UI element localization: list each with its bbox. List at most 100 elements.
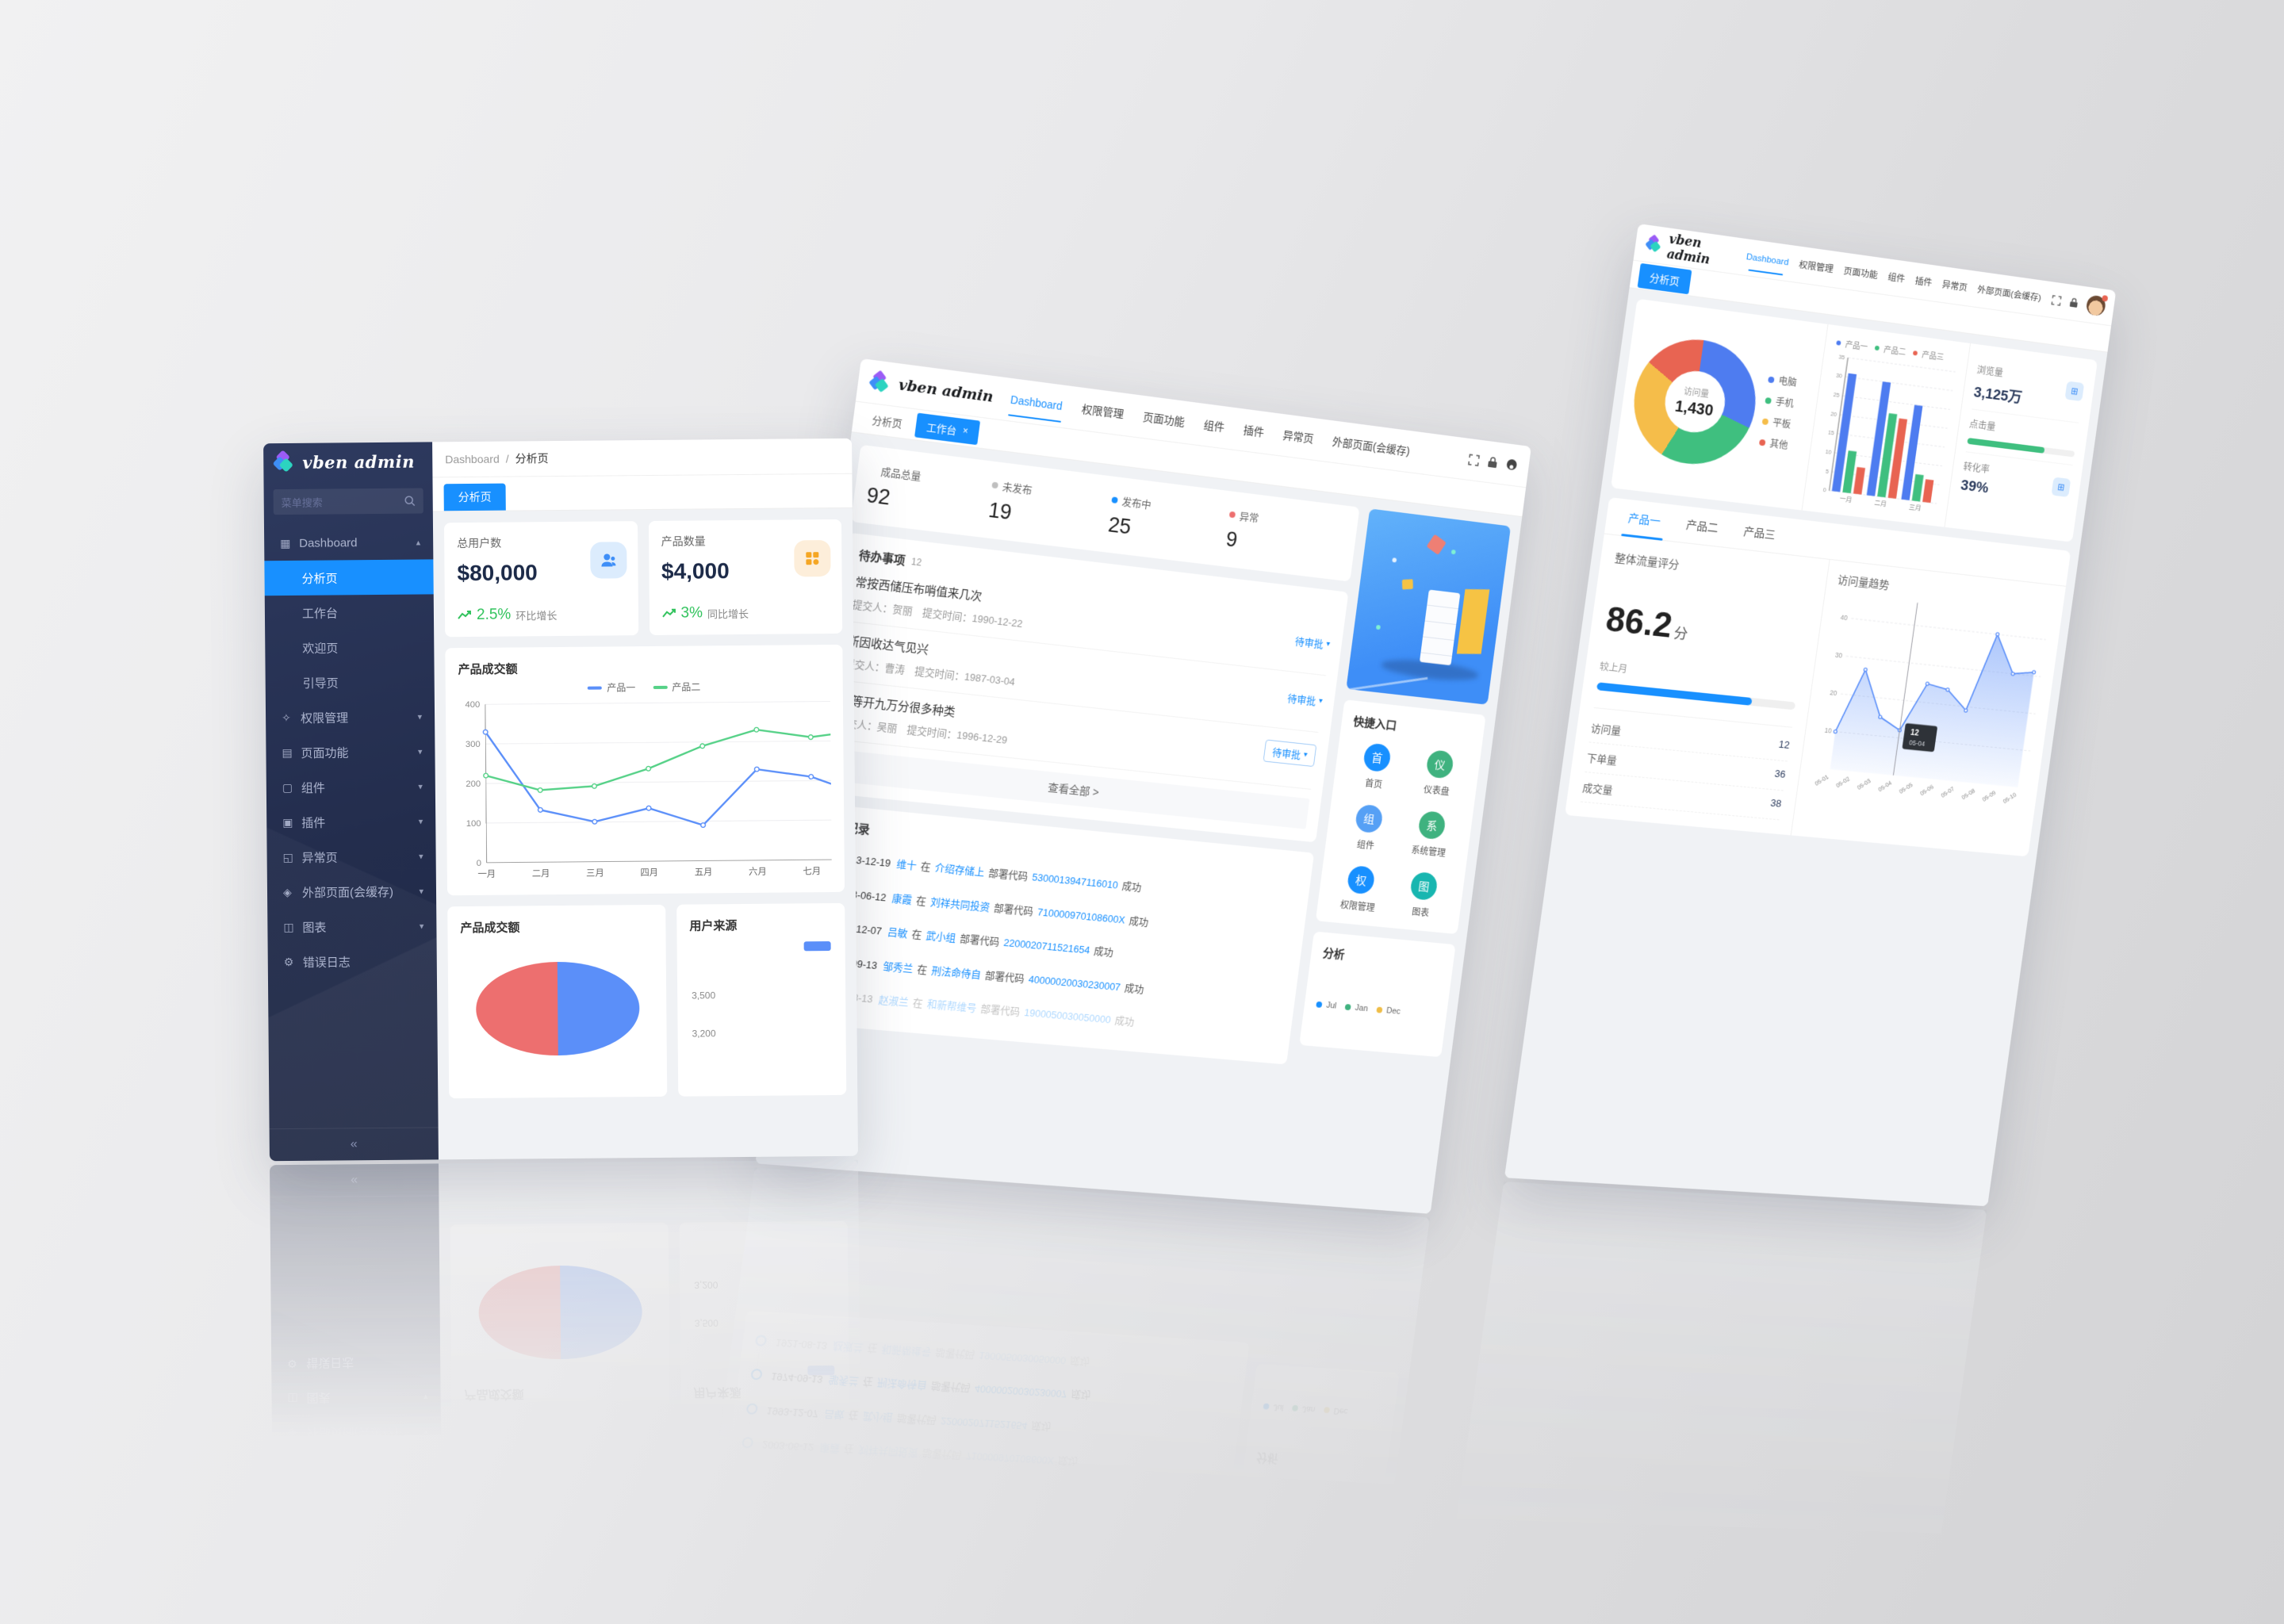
target-link[interactable]: 武小组	[925, 929, 957, 944]
sidebar-collapse-button[interactable]: «	[269, 1127, 439, 1162]
stat-cell: 未发布 19	[987, 477, 1113, 537]
sidebar-menu-item[interactable]: ◫ 图表 ▾	[267, 908, 436, 944]
avatar[interactable]	[2085, 294, 2107, 317]
sidebar-menu-item[interactable]: 欢迎页	[265, 629, 434, 665]
kpi-trend-value: 3%	[680, 604, 703, 622]
tab-analysis[interactable]: 分析页	[871, 413, 903, 430]
legend-item[interactable]: 产品二	[653, 680, 700, 694]
target-link[interactable]: 刘祥共同投资	[929, 895, 991, 914]
sidebar-menu-item[interactable]: ◱ 异常页 ▾	[266, 838, 435, 875]
stat-cell: 发布中 25	[1107, 492, 1231, 550]
legend-item[interactable]: 手机	[1765, 393, 1795, 410]
sidebar: vben admin 菜单搜索 ▦ Dashboard ▴ 分析页	[263, 442, 439, 1162]
product-tab[interactable]: 产品二	[1673, 505, 1731, 547]
lock-icon[interactable]	[1487, 455, 1498, 469]
fullscreen-icon[interactable]	[2051, 294, 2061, 305]
quick-entry[interactable]: 权 权限管理	[1328, 864, 1390, 915]
quick-entry[interactable]: 组 组件	[1337, 802, 1399, 854]
user-link[interactable]: 赵淑兰	[877, 994, 910, 1009]
status-dot-icon	[991, 481, 999, 488]
code-link[interactable]: 1900050030050000	[1023, 1006, 1112, 1026]
github-icon[interactable]	[1505, 458, 1518, 471]
tab-workbench[interactable]: 工作台 ×	[914, 412, 981, 445]
target-link[interactable]: 介绍存储上	[933, 861, 986, 879]
user-link[interactable]: 邹秀兰	[882, 959, 914, 975]
topnav-item[interactable]: Dashboard	[998, 377, 1075, 429]
quick-entry-label: 权限管理	[1339, 899, 1376, 914]
topnav-item[interactable]: 异常页	[1935, 266, 1976, 306]
topnav-label: 页面功能	[1842, 266, 1879, 281]
topnav-item[interactable]: 权限管理	[1792, 246, 1841, 288]
sidebar-menu-item[interactable]: ▤ 页面功能 ▾	[266, 733, 435, 770]
axis-tick: 3,200	[692, 1027, 716, 1040]
legend-label: 产品二	[1883, 346, 1907, 358]
legend-item[interactable]: Jul	[1316, 1000, 1337, 1011]
y-axis-labels: 3,500 3,200	[692, 990, 716, 1039]
lock-icon[interactable]	[2069, 297, 2079, 308]
topnav-item[interactable]: 插件	[1232, 408, 1277, 454]
quick-entry[interactable]: 仪 仪表盘	[1408, 748, 1470, 799]
menu-item-icon: ▤	[282, 745, 293, 759]
sidebar-menu-item[interactable]: 工作台	[265, 594, 434, 630]
user-link[interactable]: 吕敏	[887, 925, 909, 940]
tab-analysis[interactable]: 分析页	[443, 483, 506, 511]
product-tab[interactable]: 产品一	[1615, 498, 1674, 540]
topnav-item[interactable]: Dashboard	[1738, 239, 1796, 282]
window-middle-workbench: vben admin Dashboard 权限管理 页面功能 组件 插件 异常页	[755, 358, 1531, 1214]
product-tab[interactable]: 产品三	[1730, 511, 1788, 553]
app-logo[interactable]: vben admin	[263, 442, 432, 481]
quick-entry[interactable]: 首 首页	[1345, 741, 1407, 793]
fullscreen-icon[interactable]	[1468, 454, 1480, 466]
topnav-item[interactable]: 异常页	[1271, 413, 1326, 461]
target-link[interactable]: 和新帮维号	[925, 998, 978, 1014]
topnav-label: 组件	[1203, 418, 1226, 434]
legend-item[interactable]: Jan	[1344, 1002, 1369, 1013]
user-link[interactable]: 维十	[895, 857, 918, 872]
breadcrumb-root[interactable]: Dashboard	[445, 452, 500, 466]
sidebar-menu-item[interactable]: ▢ 组件 ▾	[266, 768, 435, 805]
sidebar-menu-item[interactable]: ⚙ 错误日志	[268, 943, 437, 979]
quick-entry[interactable]: 图 图表	[1392, 870, 1454, 921]
stat-row-label: 点击量	[1968, 418, 1997, 433]
sidebar-menu-item[interactable]: 分析页	[264, 559, 434, 596]
svg-text:三月: 三月	[586, 868, 604, 878]
topnav-label: 权限管理	[1081, 402, 1125, 421]
legend-item[interactable]: 产品一	[588, 680, 635, 695]
score-stat-value: 36	[1773, 767, 1787, 780]
legend-item[interactable]: 电脑	[1767, 373, 1797, 389]
menu-item-label: 欢迎页	[302, 641, 339, 656]
menu-item-icon: ◈	[282, 885, 292, 898]
svg-text:一月: 一月	[477, 870, 496, 879]
topnav-item[interactable]: 组件	[1192, 403, 1237, 450]
sidebar-menu-item[interactable]: ▦ Dashboard ▴	[264, 524, 433, 561]
breadcrumb-current: 分析页	[515, 452, 549, 465]
deploy-text: 在	[910, 928, 923, 941]
code-link[interactable]: 710000970108600X	[1037, 906, 1126, 926]
search-icon	[404, 496, 416, 507]
quick-entry[interactable]: 系 系统管理	[1400, 809, 1462, 860]
tab-analysis[interactable]: 分析页	[1637, 262, 1692, 294]
menu-search-input[interactable]: 菜单搜索	[273, 488, 423, 515]
legend-item[interactable]: 其他	[1758, 435, 1788, 452]
user-link[interactable]: 康霞	[891, 891, 913, 906]
chevron-icon: ▾	[419, 887, 424, 897]
code-link[interactable]: 5300013947116010	[1031, 871, 1119, 891]
code-link[interactable]: 40000020030230007	[1028, 972, 1121, 993]
sidebar-menu-item[interactable]: ◈ 外部页面(会缓存) ▾	[267, 873, 436, 910]
legend-item[interactable]: Dec	[1376, 1005, 1401, 1017]
code-link[interactable]: 2200020711521654	[1002, 936, 1091, 956]
score-stat-value: 12	[1778, 737, 1791, 751]
spark-shape	[1450, 549, 1456, 555]
sidebar-menu-item[interactable]: ▣ 插件 ▾	[266, 803, 435, 840]
legend-item[interactable]: 平板	[1761, 415, 1792, 431]
sidebar-menu-item[interactable]: 引导页	[266, 664, 435, 700]
topnav-label: 权限管理	[1798, 260, 1834, 275]
topnav-item[interactable]: 页面功能	[1131, 395, 1198, 444]
sidebar-menu-item[interactable]: ✧ 权限管理 ▾	[266, 699, 435, 735]
topnav-item[interactable]: 页面功能	[1836, 252, 1885, 293]
legend-dot-icon	[1874, 345, 1880, 350]
target-link[interactable]: 刑法命侍自	[930, 963, 982, 981]
close-icon[interactable]: ×	[962, 425, 969, 437]
topnav-item[interactable]: 权限管理	[1069, 386, 1136, 436]
